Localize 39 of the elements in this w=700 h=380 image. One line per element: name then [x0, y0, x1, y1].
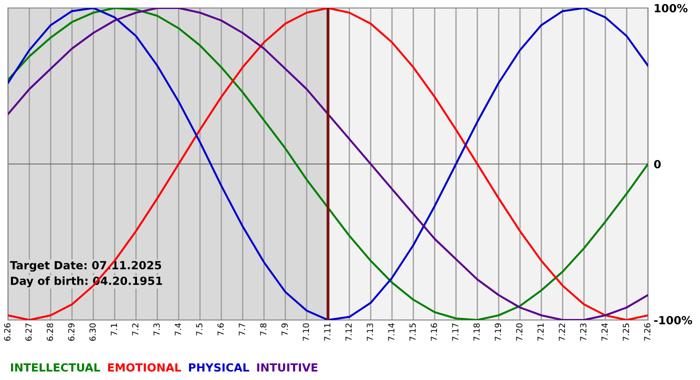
x-tick-label: 6.29 — [68, 323, 74, 341]
y-tick-label: -100% — [654, 316, 692, 324]
x-tick-label: 7.13 — [366, 323, 374, 341]
x-tick-label: 7.10 — [302, 323, 310, 341]
x-tick-label: 7.3 — [153, 323, 160, 336]
x-tick-label: 7.6 — [217, 323, 224, 336]
x-tick-label: 7.15 — [410, 324, 416, 341]
x-tick-label: 7.4 — [174, 323, 181, 336]
x-tick-label: 7.21 — [537, 324, 544, 341]
text: INTELLECTUAL — [11, 363, 100, 372]
x-tick-label: 6.26 — [4, 323, 10, 341]
x-tick-label: 7.12 — [345, 324, 352, 341]
text: INTUITIVE — [257, 363, 318, 372]
x-tick-label: 7.23 — [580, 323, 586, 341]
x-tick-label: 7.9 — [281, 323, 288, 336]
x-tick-label: 6.28 — [46, 323, 54, 341]
y-tick-label: 100% — [654, 4, 688, 12]
x-tick-label: 7.18 — [473, 323, 480, 341]
x-tick-label: 7.16 — [430, 323, 438, 341]
x-tick-label: 7.25 — [622, 324, 630, 341]
x-tick-label: 7.17 — [452, 323, 458, 341]
x-tick-label: 7.1 — [110, 324, 117, 336]
x-tick-label: 6.27 — [25, 323, 32, 341]
x-tick-label: 7.20 — [516, 323, 522, 341]
x-tick-label: 7.7 — [238, 323, 245, 336]
x-tick-label: 6.30 — [89, 323, 96, 341]
text: EMOTIONAL — [108, 363, 182, 372]
text: PHYSICAL — [189, 363, 250, 372]
x-tick-label: 7.26 — [644, 323, 650, 341]
x-tick-label: 7.11 — [324, 324, 330, 341]
x-tick-label: 7.24 — [601, 323, 608, 341]
x-tick-label: 7.19 — [494, 323, 502, 341]
x-tick-label: 7.14 — [388, 323, 394, 341]
x-tick-label: 7.2 — [132, 324, 138, 336]
x-tick-label: 7.22 — [558, 324, 565, 341]
line-series — [8, 8, 648, 320]
x-tick-label: 7.8 — [260, 323, 266, 336]
x-tick-label: 7.5 — [196, 324, 202, 336]
y-tick-label: 0 — [654, 160, 661, 168]
